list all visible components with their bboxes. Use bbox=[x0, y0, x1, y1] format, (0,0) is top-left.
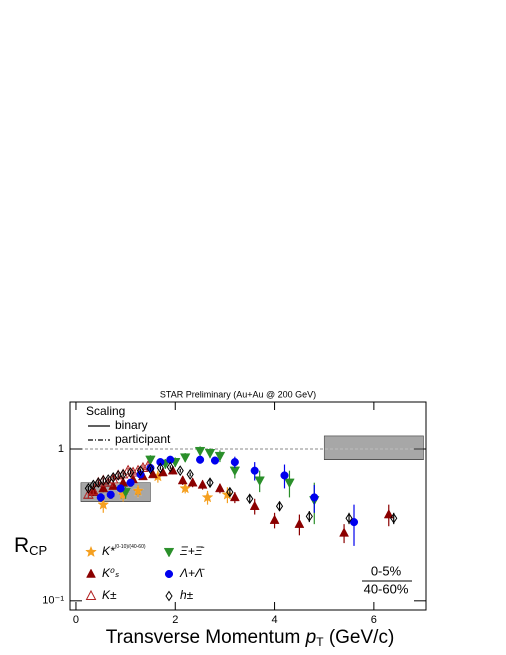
data-point bbox=[88, 484, 99, 495]
data-point bbox=[383, 509, 394, 519]
data-point bbox=[156, 458, 165, 467]
legend-label: participant bbox=[115, 432, 171, 446]
data-point bbox=[166, 455, 175, 464]
data-point bbox=[126, 467, 135, 478]
legend-marker bbox=[85, 589, 97, 600]
data-point bbox=[226, 486, 234, 498]
centrality-den: 40-60% bbox=[364, 581, 409, 596]
data-point bbox=[177, 474, 188, 485]
y-tick-label: 10⁻¹ bbox=[42, 595, 64, 607]
data-point bbox=[390, 512, 398, 524]
y-label-text: R bbox=[14, 534, 29, 557]
legend-label: K± bbox=[102, 588, 117, 602]
data-point bbox=[210, 456, 220, 465]
data-point bbox=[119, 469, 127, 480]
x-tick-label: 6 bbox=[371, 614, 377, 626]
data-point bbox=[250, 466, 259, 475]
data-point bbox=[179, 482, 192, 494]
legend-marker bbox=[85, 545, 97, 558]
data-point bbox=[294, 518, 305, 528]
legend-marker bbox=[86, 568, 96, 578]
y-label-sub: CP bbox=[29, 543, 47, 558]
x-label-text: Transverse Momentum bbox=[106, 627, 301, 648]
data-point bbox=[215, 482, 225, 493]
data-point bbox=[108, 480, 119, 490]
legend-label: K*(0-10)/(40-60) bbox=[102, 544, 146, 558]
data-point bbox=[116, 484, 125, 493]
data-point bbox=[230, 458, 239, 467]
x-label-sub: T bbox=[316, 635, 324, 649]
legend-marker bbox=[164, 569, 174, 579]
data-point bbox=[254, 476, 265, 487]
data-point bbox=[201, 491, 214, 503]
data-point bbox=[284, 478, 295, 489]
legend-note: (0-10)/(40-60) bbox=[115, 544, 146, 550]
legend-name: K⁰ₛ bbox=[102, 566, 119, 580]
data-point bbox=[186, 469, 194, 480]
data-point bbox=[214, 451, 226, 462]
data-point bbox=[132, 484, 144, 496]
data-point bbox=[305, 510, 313, 522]
data-point bbox=[345, 512, 353, 524]
data-point bbox=[246, 493, 254, 505]
y-axis-label: RCP bbox=[14, 534, 47, 559]
data-point bbox=[339, 527, 349, 537]
legend-marker bbox=[165, 590, 173, 602]
data-point bbox=[146, 463, 155, 475]
data-point bbox=[249, 500, 260, 510]
legend-label: h± bbox=[180, 588, 194, 602]
x-label-unit: (GeV/c) bbox=[329, 627, 394, 648]
data-point bbox=[280, 471, 289, 480]
legend-name: Λ+Λ̄ bbox=[179, 566, 205, 580]
x-tick-label: 0 bbox=[73, 614, 79, 626]
legend-name: K± bbox=[102, 588, 117, 602]
legend-label: Λ+Λ̄ bbox=[179, 566, 205, 580]
legend-name: K* bbox=[102, 544, 115, 558]
data-point bbox=[269, 514, 280, 524]
x-label-var: p bbox=[305, 627, 317, 648]
legend-name: h± bbox=[180, 588, 194, 602]
data-point bbox=[98, 482, 109, 493]
data-point bbox=[166, 461, 174, 473]
data-point bbox=[206, 477, 214, 489]
data-point bbox=[84, 483, 92, 494]
data-point bbox=[197, 479, 208, 489]
data-point bbox=[106, 490, 115, 499]
y-tick-label: 1 bbox=[58, 443, 64, 455]
legend-marker bbox=[163, 547, 175, 558]
data-point bbox=[275, 500, 284, 512]
data-point bbox=[176, 465, 184, 477]
x-tick-label: 2 bbox=[172, 614, 178, 626]
x-axis-label: Transverse Momentum pT (GeV/c) bbox=[106, 627, 395, 653]
data-point bbox=[196, 455, 205, 464]
plot-frame bbox=[69, 401, 427, 611]
data-point bbox=[136, 465, 145, 477]
uncertainty-band bbox=[323, 435, 424, 460]
legend-name: Ξ+Ξ̄ bbox=[179, 544, 205, 558]
data-point bbox=[204, 449, 216, 459]
data-point bbox=[229, 466, 241, 477]
data-point bbox=[126, 478, 135, 487]
data-point bbox=[96, 493, 105, 502]
data-point bbox=[187, 477, 198, 487]
data-point bbox=[102, 476, 114, 487]
legend-title: Scaling bbox=[86, 404, 125, 418]
chart-title: STAR Preliminary (Au+Au @ 200 GeV) bbox=[160, 389, 316, 399]
data-point bbox=[97, 498, 110, 510]
data-point bbox=[229, 491, 240, 502]
data-point bbox=[179, 453, 191, 463]
data-point bbox=[145, 455, 156, 466]
data-point bbox=[310, 493, 319, 502]
x-tick-label: 4 bbox=[272, 614, 278, 626]
legend-label: binary bbox=[115, 418, 148, 432]
legend-label: K⁰ₛ bbox=[102, 566, 119, 580]
data-point bbox=[194, 446, 206, 457]
legend-label: Ξ+Ξ̄ bbox=[179, 544, 205, 558]
centrality-num: 0-5% bbox=[371, 563, 402, 578]
data-point bbox=[156, 462, 164, 474]
data-point bbox=[221, 488, 234, 500]
